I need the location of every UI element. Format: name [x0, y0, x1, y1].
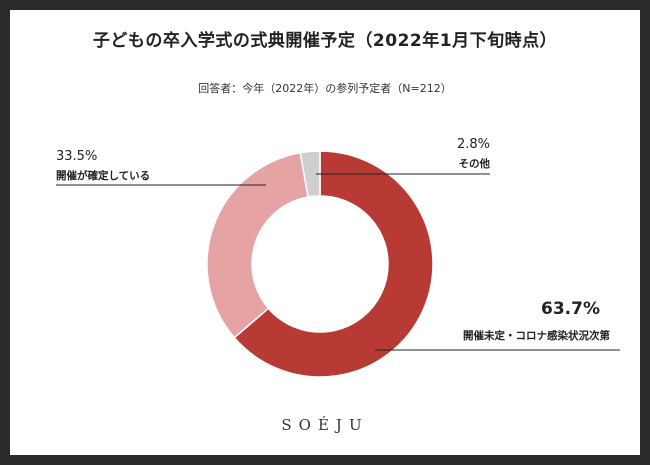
brand-logo: SOÉJU: [281, 416, 369, 434]
label-text-confirmed: 開催が確定している: [56, 169, 150, 182]
chart-subtitle: 回答者：今年（2022年）の参列予定者（N=212）: [198, 82, 452, 95]
chart-title: 子どもの卒入学式の式典開催予定（2022年1月下旬時点）: [92, 31, 558, 51]
slice-other: [299, 150, 321, 198]
chart-card: [10, 10, 640, 455]
label-value-confirmed: 33.5%: [56, 149, 97, 164]
slice-confirmed: [206, 151, 309, 339]
label-text-other: その他: [459, 157, 491, 170]
slice-undecided: [233, 150, 434, 378]
donut-slices: [206, 150, 434, 378]
label-value-undecided: 63.7%: [541, 299, 600, 319]
label-value-other: 2.8%: [457, 137, 490, 152]
label-text-undecided: 開催未定・コロナ感染状況次第: [463, 329, 610, 342]
